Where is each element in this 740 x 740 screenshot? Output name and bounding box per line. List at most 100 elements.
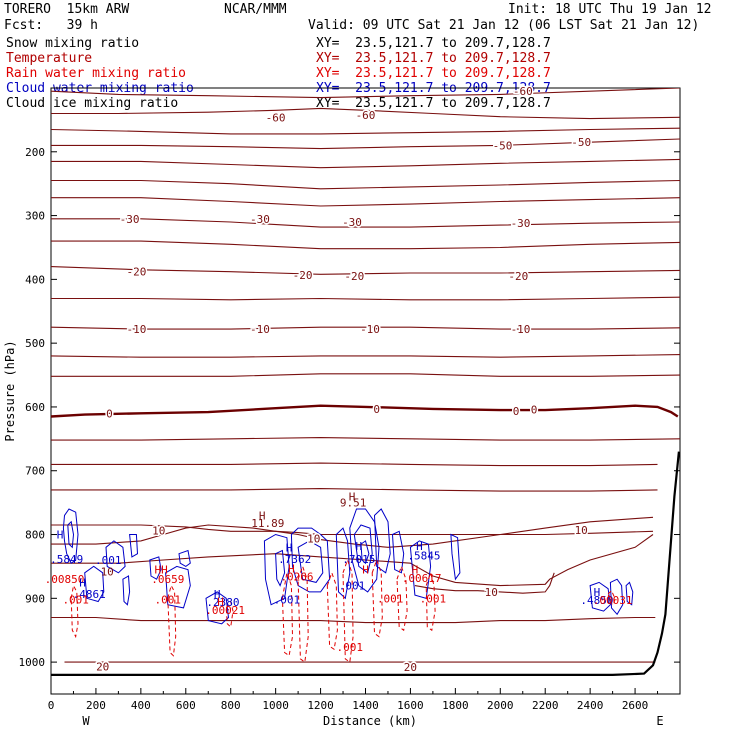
temperature-contour [51,404,679,418]
init-time: Init: 18 UTC Thu 19 Jan 12 [508,2,712,17]
cloud-water-contour [105,540,126,574]
cloud-water-contour [609,578,624,616]
temperature-contour-label: -10 [360,323,380,336]
temperature-contour [51,373,680,377]
east-label: E [656,714,663,728]
cloud-water-contour [297,540,324,583]
rain-contour [297,564,309,663]
extremum-label: H [416,540,423,553]
cloud-water-contour [129,534,139,558]
center-title: NCAR/MMM [224,2,287,17]
cloud-water-contours [62,508,634,625]
extremum-label: H [594,586,601,599]
west-label: W [82,714,90,728]
temperature-contour [51,266,680,275]
x-tick-label: 2400 [577,699,604,712]
terrain-surface [51,451,680,677]
temperature-contour [51,218,680,228]
rain-contour [281,570,294,657]
y-tick-label: 1000 [19,656,46,669]
temperature-contour-label: -60 [356,109,376,122]
cloud-water-contour [275,549,286,587]
extremum-label: .00031 [593,594,633,607]
cloud-water-contour [62,508,79,564]
y-tick-label: 700 [25,465,45,478]
field-label-cloud-ice: Cloud ice mixing ratio [6,96,179,111]
extremum-label: .0659 [151,573,184,586]
y-tick-label: 300 [25,210,45,223]
extremum-label: .001 [62,594,89,607]
temperature-contour-label: -20 [344,270,364,283]
temperature-contour-label: 20 [404,661,417,674]
rain-contour [70,584,79,639]
temperature-contour [51,488,658,492]
temperature-contour [51,296,680,301]
extremum-label: .001 [337,641,364,654]
cloud-water-contour [67,520,75,549]
x-tick-label: 1800 [442,699,469,712]
cloud-water-contour [335,527,351,600]
temperature-contour-label: 10 [307,532,320,545]
temperature-contour-label: 20 [96,661,109,674]
extremum-label: .001 [155,594,182,607]
forecast-hour: Fcst: 39 h [4,18,98,33]
temperature-contour-label: -20 [126,266,146,279]
terrain-line [51,451,680,677]
x-tick-label: 1600 [397,699,424,712]
temperature-contour-label: -60 [513,85,533,98]
temperature-contour-label: -10 [250,323,270,336]
field-label-snow: Snow mixing ratio [6,36,140,51]
temperature-contour-label: -20 [293,269,313,282]
cloud-water-contour [263,533,290,606]
temperature-contour [51,462,658,467]
extremum-label: H [412,564,419,577]
extremum-label: .00021 [205,604,245,617]
extremum-label: 9.51 [340,497,367,510]
extremum-label: H [259,509,266,522]
temperature-contour-label: -60 [266,111,286,124]
x-axis: 0 200 400 600 800 1000 1200 1400 1600 1800 2000 220… [48,688,659,712]
y-tick-label: 400 [25,273,45,286]
extremum-label: 11.89 [251,517,284,530]
y-tick-label: 600 [25,401,45,414]
temperature-contour [51,616,656,624]
temperature-contour [51,326,680,330]
y-tick-label: 200 [25,146,45,159]
field-label-temperature: Temperature [6,51,93,66]
x-tick-label: 600 [176,699,196,712]
extremum-label: .7362 [278,553,311,566]
rain-contour [425,571,436,632]
extremum-label: H [349,490,356,503]
temperature-contour-label: -30 [250,213,270,226]
x-tick-label: 400 [131,699,151,712]
temperature-contour-label: 0 [106,407,113,420]
extremum-label: .0266 [280,571,313,584]
extremum-label: H [57,529,64,542]
temperature-contour [414,572,555,594]
cloud-water-contour [84,565,105,603]
field-xy-rain: XY= 23.5,121.7 to 209.7,128.7 [316,66,551,81]
x-tick-label: 0 [48,699,55,712]
temperature-contour-label: 10 [485,586,498,599]
x-tick-label: 2200 [532,699,559,712]
y-tick-label: 500 [25,337,45,350]
cloud-water-contour [373,508,391,574]
x-tick-label: 1400 [352,699,379,712]
x-tick-label: 200 [86,699,106,712]
temperature-contour-label: -30 [511,217,531,230]
field-xy-snow: XY= 23.5,121.7 to 209.7,128.7 [316,36,551,51]
extremum-label: .00850 [45,573,85,586]
rain-contour [167,584,177,657]
field-xy-cloud-ice: XY= 23.5,121.7 to 209.7,128.7 [316,96,551,111]
temperature-contour-label: 10 [575,524,588,537]
extremum-label: .001 [420,592,447,605]
temperature-contour [51,88,680,99]
extremum-label: H [217,596,224,609]
x-tick-label: 1200 [307,699,334,712]
extremum-label: H [355,540,362,553]
cloud-water-contour [122,575,131,606]
cloud-water-contour [360,540,370,565]
